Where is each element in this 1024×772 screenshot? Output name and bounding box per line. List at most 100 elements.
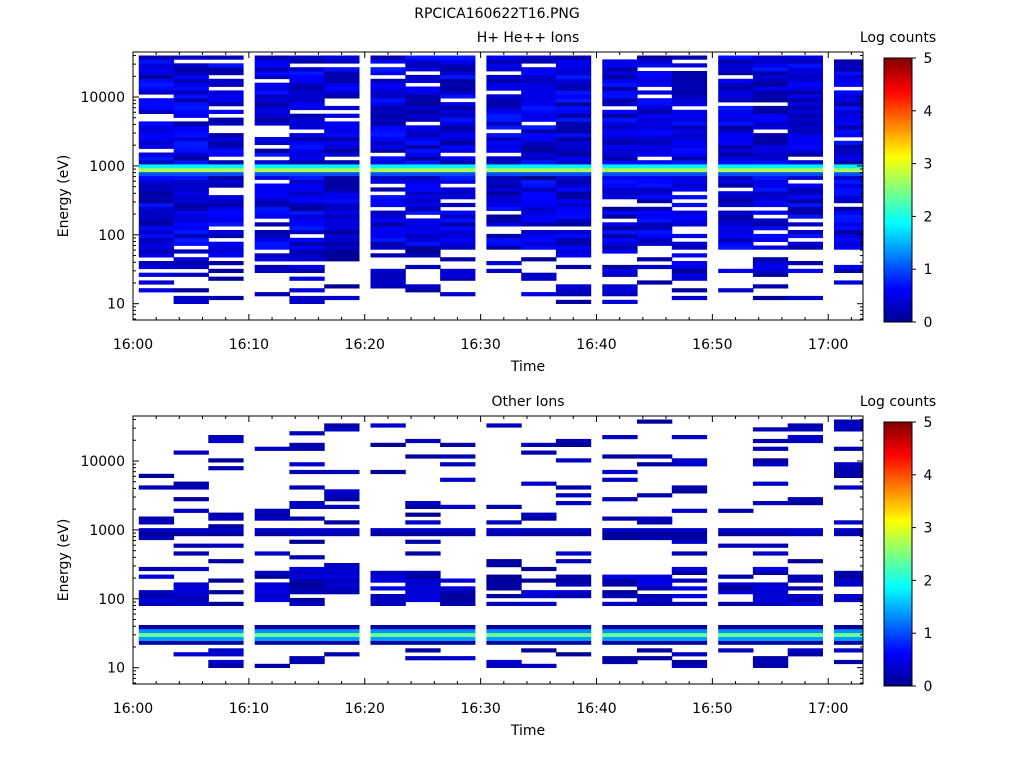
heatmap-cell: [440, 109, 476, 114]
heatmap-cell: [254, 98, 290, 103]
heatmap-cell: [555, 125, 592, 130]
heatmap-cell: [208, 466, 244, 471]
heatmap-cell: [787, 222, 823, 227]
heatmap-cell: [637, 594, 673, 599]
y-tick-label: 1000: [89, 159, 125, 175]
heatmap-cell: [555, 528, 592, 533]
heatmap-cell: [173, 152, 209, 157]
heatmap-cell: [440, 601, 476, 606]
heatmap-cell: [173, 71, 209, 76]
heatmap-cell: [671, 214, 708, 219]
heatmap-cell: [324, 113, 360, 118]
heatmap-cell: [138, 175, 175, 180]
heatmap-cell: [834, 570, 864, 575]
heatmap-cell: [370, 218, 406, 223]
heatmap-cell: [787, 67, 823, 72]
heatmap-cell: [637, 125, 673, 130]
heatmap-cell: [440, 82, 476, 87]
heatmap-cell: [602, 187, 638, 192]
heatmap-cell: [521, 78, 557, 83]
heatmap-cell: [208, 175, 244, 180]
heatmap-cell: [787, 586, 823, 591]
heatmap-cell: [671, 160, 708, 165]
heatmap-cell: [671, 222, 708, 227]
heatmap-cell: [752, 71, 789, 76]
heatmap-cell: [637, 117, 673, 122]
heatmap-cell: [752, 632, 789, 637]
heatmap-cell: [324, 423, 360, 428]
heatmap-cell: [637, 264, 673, 270]
heatmap-cell: [324, 582, 360, 587]
heatmap-cell: [671, 489, 708, 494]
heatmap-cell: [173, 156, 209, 161]
heatmap-cell: [254, 214, 290, 219]
heatmap-cell: [752, 222, 789, 227]
heatmap-cell: [289, 566, 325, 572]
heatmap-cell: [787, 82, 823, 87]
heatmap-cell: [752, 594, 789, 599]
heatmap-cell: [521, 632, 557, 637]
heatmap-cell: [405, 191, 441, 196]
heatmap-cell: [289, 206, 325, 211]
heatmap-cell: [208, 67, 244, 72]
heatmap-cell: [486, 94, 522, 99]
heatmap-cell: [289, 442, 325, 447]
heatmap-cell: [555, 640, 592, 645]
heatmap-cell: [370, 179, 406, 184]
heatmap-cell: [718, 175, 754, 180]
heatmap-cell: [602, 98, 638, 103]
heatmap-cell: [637, 582, 673, 587]
heatmap-cell: [405, 237, 441, 242]
heatmap-cell: [637, 233, 673, 239]
heatmap-cell: [834, 164, 864, 169]
heatmap-cell: [289, 299, 325, 304]
heatmap-cell: [752, 284, 789, 289]
heatmap-cell: [254, 195, 290, 200]
heatmap-cell: [138, 566, 175, 572]
heatmap-cell: [173, 497, 209, 502]
heatmap-cell: [521, 481, 557, 486]
heatmap-cell: [521, 210, 557, 215]
heatmap-cell: [752, 427, 789, 432]
heatmap-cell: [486, 133, 522, 138]
heatmap-cell: [486, 586, 522, 591]
heatmap-cell: [405, 640, 441, 645]
heatmap-cell: [486, 105, 522, 111]
heatmap-cell: [440, 202, 476, 208]
heatmap-cell: [370, 202, 406, 208]
heatmap-cell: [787, 438, 823, 444]
heatmap-cell: [718, 528, 754, 533]
heatmap-cell: [324, 67, 360, 72]
heatmap-cell: [555, 253, 592, 258]
heatmap-cell: [521, 168, 557, 173]
heatmap-cell: [718, 241, 754, 246]
heatmap-cell: [173, 55, 209, 60]
heatmap-cell: [254, 210, 290, 215]
heatmap-cell: [138, 280, 175, 285]
heatmap-cell: [370, 55, 406, 60]
heatmap-cell: [555, 175, 592, 180]
heatmap-cell: [138, 133, 175, 138]
heatmap-cell: [637, 462, 673, 467]
heatmap-cell: [521, 133, 557, 138]
heatmap-cell: [440, 71, 476, 76]
heatmap-cell: [254, 663, 290, 668]
heatmap-cell: [602, 82, 638, 87]
heatmap-cell: [486, 636, 522, 641]
heatmap-cell: [555, 102, 592, 107]
heatmap-cell: [173, 78, 209, 83]
x-tick-label: 16:40: [576, 701, 616, 717]
heatmap-cell: [521, 199, 557, 204]
heatmap-cell: [173, 272, 209, 277]
heatmap-cell: [752, 98, 789, 103]
heatmap-cell: [521, 187, 557, 192]
heatmap-cell: [173, 485, 209, 490]
y-axis-label: Energy (eV): [56, 519, 72, 602]
heatmap-cell: [521, 179, 557, 184]
heatmap-cell: [834, 179, 864, 184]
heatmap-cell: [208, 276, 244, 281]
heatmap-cell: [834, 268, 864, 273]
heatmap-cell: [254, 241, 290, 246]
heatmap-cell: [370, 636, 406, 641]
heatmap-cell: [289, 94, 325, 99]
